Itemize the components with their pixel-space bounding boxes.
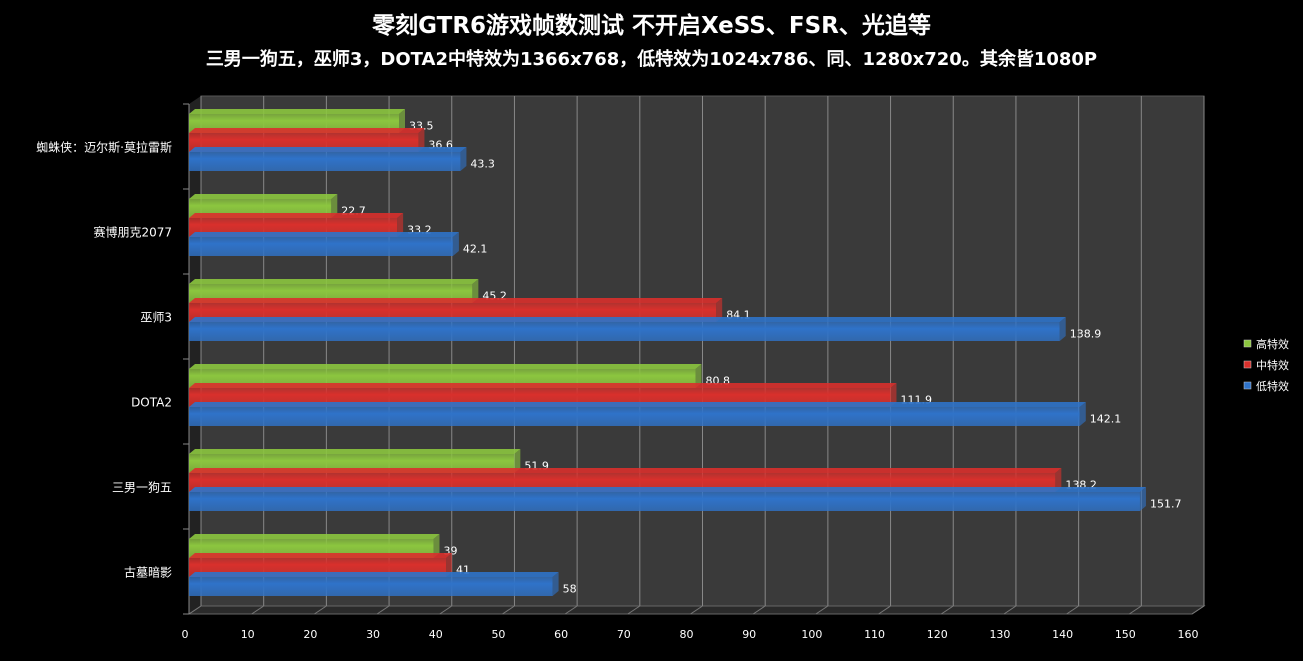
bar-top-face bbox=[189, 194, 338, 199]
floor-gridline bbox=[627, 605, 641, 615]
bar bbox=[189, 492, 1140, 511]
x-tick-label: 60 bbox=[554, 628, 568, 641]
bar-end-face bbox=[1139, 487, 1146, 511]
x-tick-label: 0 bbox=[182, 628, 189, 641]
bar bbox=[189, 237, 453, 256]
bar bbox=[189, 322, 1060, 341]
bar-top-face bbox=[189, 232, 459, 237]
bar bbox=[189, 407, 1080, 426]
x-tick-label: 70 bbox=[617, 628, 631, 641]
bar-end-face bbox=[446, 553, 453, 577]
category-label: DOTA2 bbox=[131, 396, 172, 410]
category-label: 赛博朋克2077 bbox=[93, 225, 172, 240]
bar-end-face bbox=[397, 213, 404, 237]
bar-top-face bbox=[189, 317, 1066, 322]
bar-end-face bbox=[514, 449, 521, 473]
bar-end-face bbox=[399, 109, 406, 133]
x-tick-label: 20 bbox=[303, 628, 317, 641]
bar-top-face bbox=[189, 364, 702, 369]
data-label: 43.3 bbox=[470, 158, 495, 171]
legend-label: 中特效 bbox=[1256, 358, 1289, 372]
bar-end-face bbox=[452, 232, 459, 256]
bar-top-face bbox=[189, 383, 897, 388]
bar-end-face bbox=[552, 572, 559, 596]
bar-top-face bbox=[189, 279, 479, 284]
x-tick-label: 100 bbox=[801, 628, 822, 641]
floor-gridline bbox=[564, 605, 578, 615]
bar-end-face bbox=[1055, 468, 1062, 492]
bar-end-face bbox=[1059, 317, 1066, 341]
x-tick-label: 130 bbox=[989, 628, 1010, 641]
bar-top-face bbox=[189, 487, 1146, 492]
floor-gridline bbox=[1066, 605, 1079, 615]
floor-gridline bbox=[940, 605, 954, 615]
x-tick-label: 120 bbox=[927, 628, 948, 641]
x-tick-label: 10 bbox=[241, 628, 255, 641]
bar-top-face bbox=[189, 128, 425, 133]
x-tick-label: 150 bbox=[1115, 628, 1136, 641]
bar-top-face bbox=[189, 147, 467, 152]
bar-top-face bbox=[189, 109, 406, 114]
x-tick-label: 80 bbox=[680, 628, 694, 641]
legend-swatch bbox=[1243, 381, 1252, 390]
bar-top-face bbox=[189, 298, 723, 303]
bar-top-face bbox=[189, 449, 521, 454]
bar-end-face bbox=[331, 194, 338, 218]
floor-gridline bbox=[878, 605, 891, 615]
x-tick-label: 140 bbox=[1052, 628, 1073, 641]
x-tick-label: 40 bbox=[429, 628, 443, 641]
bar-top-face bbox=[189, 534, 440, 539]
bar-top-face bbox=[189, 213, 404, 218]
legend-swatch bbox=[1243, 360, 1252, 369]
floor-gridline bbox=[502, 605, 515, 615]
category-label: 蜘蛛侠：迈尔斯·莫拉雷斯 bbox=[36, 140, 172, 155]
bar-top-face bbox=[189, 572, 559, 577]
bar-end-face bbox=[418, 128, 425, 152]
bar-top-face bbox=[189, 468, 1062, 473]
floor-gridline bbox=[1003, 605, 1017, 615]
category-label: 巫师3 bbox=[140, 311, 172, 325]
data-label: 151.7 bbox=[1150, 498, 1182, 511]
floor-gridline bbox=[314, 605, 327, 615]
bar-end-face bbox=[716, 298, 723, 322]
bar-end-face bbox=[695, 364, 702, 388]
x-tick-label: 160 bbox=[1178, 628, 1199, 641]
floor-gridline bbox=[188, 605, 202, 615]
floor-gridline bbox=[815, 605, 829, 615]
floor-gridline bbox=[251, 605, 264, 615]
floor-gridline bbox=[752, 605, 766, 615]
x-tick-label: 90 bbox=[742, 628, 756, 641]
x-tick-label: 50 bbox=[491, 628, 505, 641]
floor-gridline bbox=[1129, 605, 1142, 615]
bar-end-face bbox=[472, 279, 479, 303]
bar-top-face bbox=[189, 402, 1086, 407]
category-label: 古墓暗影 bbox=[124, 565, 172, 580]
floor-gridline bbox=[690, 605, 703, 615]
bar-end-face bbox=[460, 147, 467, 171]
legend-swatch bbox=[1243, 339, 1252, 348]
bar bbox=[189, 152, 461, 171]
bar-top-face bbox=[189, 553, 453, 558]
bar-end-face bbox=[1079, 402, 1086, 426]
data-label: 58 bbox=[563, 583, 577, 596]
data-label: 142.1 bbox=[1090, 413, 1122, 426]
data-label: 42.1 bbox=[463, 243, 488, 256]
x-tick-label: 30 bbox=[366, 628, 380, 641]
bar bbox=[189, 577, 553, 596]
floor-gridline bbox=[1191, 605, 1205, 615]
data-label: 138.9 bbox=[1070, 328, 1102, 341]
chart-title: 零刻GTR6游戏帧数测试 不开启XeSS、FSR、光追等 bbox=[372, 13, 931, 39]
chart-subtitle: 三男一狗五，巫师3，DOTA2中特效为1366x768，低特效为1024x786… bbox=[205, 49, 1098, 70]
legend-label: 低特效 bbox=[1256, 379, 1289, 393]
bar-end-face bbox=[890, 383, 897, 407]
bar-end-face bbox=[433, 534, 440, 558]
floor-gridline bbox=[376, 605, 390, 615]
legend-label: 高特效 bbox=[1256, 337, 1289, 351]
x-tick-label: 110 bbox=[864, 628, 885, 641]
floor-gridline bbox=[439, 605, 453, 615]
category-label: 三男一狗五 bbox=[112, 481, 172, 495]
